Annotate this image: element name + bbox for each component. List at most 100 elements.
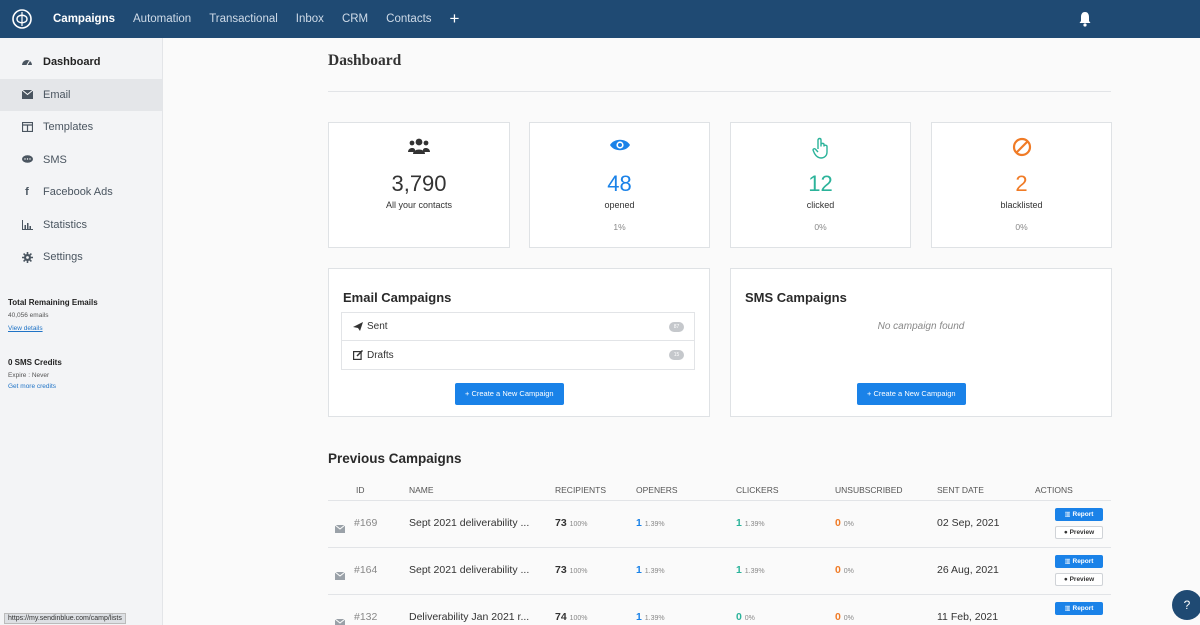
- nav-inbox[interactable]: Inbox: [295, 13, 324, 25]
- nav-contacts[interactable]: Contacts: [386, 13, 432, 25]
- sidebar-item-email[interactable]: Email: [0, 78, 162, 111]
- list-item-label: Sent: [367, 321, 388, 332]
- recipients-cell: 73 100%: [555, 564, 588, 576]
- clicked-count: 12: [808, 171, 833, 196]
- envelope-icon: [20, 88, 34, 102]
- status-bar-url: https://my.sendinblue.com/camp/lists: [4, 613, 126, 624]
- preview-label: Preview: [1069, 576, 1095, 583]
- recipients-count: 73: [555, 517, 567, 529]
- column-header-name: NAME: [409, 485, 434, 495]
- clickers-count: 0: [736, 611, 742, 623]
- list-item-sent[interactable]: Sent 87: [342, 313, 694, 341]
- preview-button[interactable]: ● Preview: [1055, 573, 1103, 586]
- recipients-percent: 100%: [569, 568, 588, 575]
- sent-count-badge: 87: [669, 322, 684, 332]
- remaining-emails-title: Total Remaining Emails: [8, 297, 98, 307]
- create-email-campaign-button[interactable]: + Create a New Campaign: [455, 383, 564, 405]
- envelope-icon: [334, 614, 346, 625]
- table-divider: [328, 547, 1111, 548]
- sent-date: 26 Aug, 2021: [937, 564, 999, 576]
- clickers-count: 1: [736, 564, 742, 576]
- opened-label: opened: [604, 200, 635, 210]
- campaign-name[interactable]: Sept 2021 deliverability ...: [409, 564, 530, 576]
- column-header-clickers: CLICKERS: [736, 485, 779, 495]
- preview-button[interactable]: ● Preview: [1055, 526, 1103, 539]
- clickers-cell: 0 0%: [736, 611, 755, 623]
- recipients-count: 74: [555, 611, 567, 623]
- sendinblue-logo-icon[interactable]: [0, 0, 44, 38]
- opened-percent: 1%: [613, 222, 626, 232]
- campaign-name[interactable]: Deliverability Jan 2021 r...: [409, 611, 530, 623]
- nav-automation[interactable]: Automation: [133, 13, 192, 25]
- clickers-percent: 1.39%: [744, 568, 765, 575]
- openers-count: 1: [636, 517, 642, 529]
- sidebar-item-label: Facebook Ads: [43, 186, 113, 199]
- report-button[interactable]: ▥ Report: [1055, 555, 1103, 568]
- column-header-sent-date: SENT DATE: [937, 485, 984, 495]
- sidebar-item-dashboard[interactable]: Dashboard: [0, 46, 162, 79]
- page-title: Dashboard: [328, 52, 402, 69]
- openers-count: 1: [636, 564, 642, 576]
- ban-icon: [932, 137, 1111, 157]
- clickers-cell: 1 1.39%: [736, 564, 765, 576]
- empty-state-text: No campaign found: [877, 321, 965, 332]
- sidebar-item-statistics[interactable]: Statistics: [0, 209, 162, 242]
- opened-count: 48: [607, 171, 632, 196]
- view-details-link[interactable]: View details: [8, 324, 43, 332]
- sidebar-item-label: Templates: [43, 121, 94, 134]
- nav-campaigns[interactable]: Campaigns: [53, 13, 115, 25]
- recipients-count: 73: [555, 564, 567, 576]
- unsubscribed-percent: 0%: [843, 615, 854, 622]
- unsubscribed-count: 0: [835, 517, 841, 529]
- clicked-label: clicked: [806, 200, 835, 210]
- campaign-name[interactable]: Sept 2021 deliverability ...: [409, 517, 530, 529]
- clickers-count: 1: [736, 517, 742, 529]
- sidebar: Dashboard Email Templates SMS f Facebook…: [0, 38, 163, 625]
- drafts-count-badge: 15: [669, 350, 684, 360]
- recipients-cell: 73 100%: [555, 517, 588, 529]
- create-sms-campaign-button[interactable]: + Create a New Campaign: [857, 383, 966, 405]
- sidebar-item-settings[interactable]: Settings: [0, 241, 162, 274]
- sidebar-item-facebook-ads[interactable]: f Facebook Ads: [0, 176, 162, 209]
- sidebar-item-label: Dashboard: [43, 56, 101, 69]
- unsubscribed-cell: 0 0%: [835, 611, 854, 623]
- sidebar-item-sms[interactable]: SMS: [0, 144, 162, 177]
- nav-transactional[interactable]: Transactional: [209, 13, 278, 25]
- stat-card-opened[interactable]: 48 opened 1%: [529, 122, 710, 248]
- campaign-id: #132: [354, 611, 378, 623]
- eye-icon: [530, 137, 709, 157]
- report-button[interactable]: ▥ Report: [1055, 602, 1103, 615]
- divider: [328, 91, 1111, 92]
- unsubscribed-count: 0: [835, 611, 841, 623]
- campaign-id: #164: [354, 564, 378, 576]
- column-header-recipients: RECIPIENTS: [555, 485, 607, 495]
- recipients-cell: 74 100%: [555, 611, 588, 623]
- add-menu-plus-icon[interactable]: +: [449, 9, 460, 28]
- report-button[interactable]: ▥ Report: [1055, 508, 1103, 521]
- bell-icon[interactable]: [1078, 11, 1092, 27]
- stat-card-clicked[interactable]: 12 clicked 0%: [730, 122, 911, 248]
- template-icon: [20, 120, 34, 134]
- nav-crm[interactable]: CRM: [341, 13, 369, 25]
- envelope-icon: [334, 520, 346, 533]
- sidebar-item-label: Statistics: [43, 218, 88, 231]
- main-nav: Campaigns Automation Transactional Inbox…: [44, 0, 468, 38]
- unsubscribed-cell: 0 0%: [835, 564, 854, 576]
- list-item-drafts[interactable]: Drafts 15: [342, 341, 694, 369]
- unsubscribed-count: 0: [835, 564, 841, 576]
- sidebar-item-templates[interactable]: Templates: [0, 111, 162, 144]
- users-icon: [329, 137, 509, 157]
- edit-icon: [353, 350, 363, 360]
- sms-credits-expire: Expire : Never: [8, 371, 50, 379]
- pointer-hand-icon: [731, 137, 910, 159]
- sms-credits-title: 0 SMS Credits: [8, 357, 62, 367]
- stat-card-contacts[interactable]: 3,790 All your contacts: [328, 122, 510, 248]
- report-label: Report: [1072, 605, 1094, 612]
- help-button[interactable]: ?: [1172, 590, 1200, 620]
- contacts-count: 3,790: [391, 171, 447, 196]
- get-more-credits-link[interactable]: Get more credits: [8, 382, 57, 390]
- openers-percent: 1.39%: [644, 521, 665, 528]
- stat-card-blacklisted[interactable]: 2 blacklisted 0%: [931, 122, 1112, 248]
- clickers-percent: 0%: [744, 615, 755, 622]
- sent-date: 02 Sep, 2021: [937, 517, 1000, 529]
